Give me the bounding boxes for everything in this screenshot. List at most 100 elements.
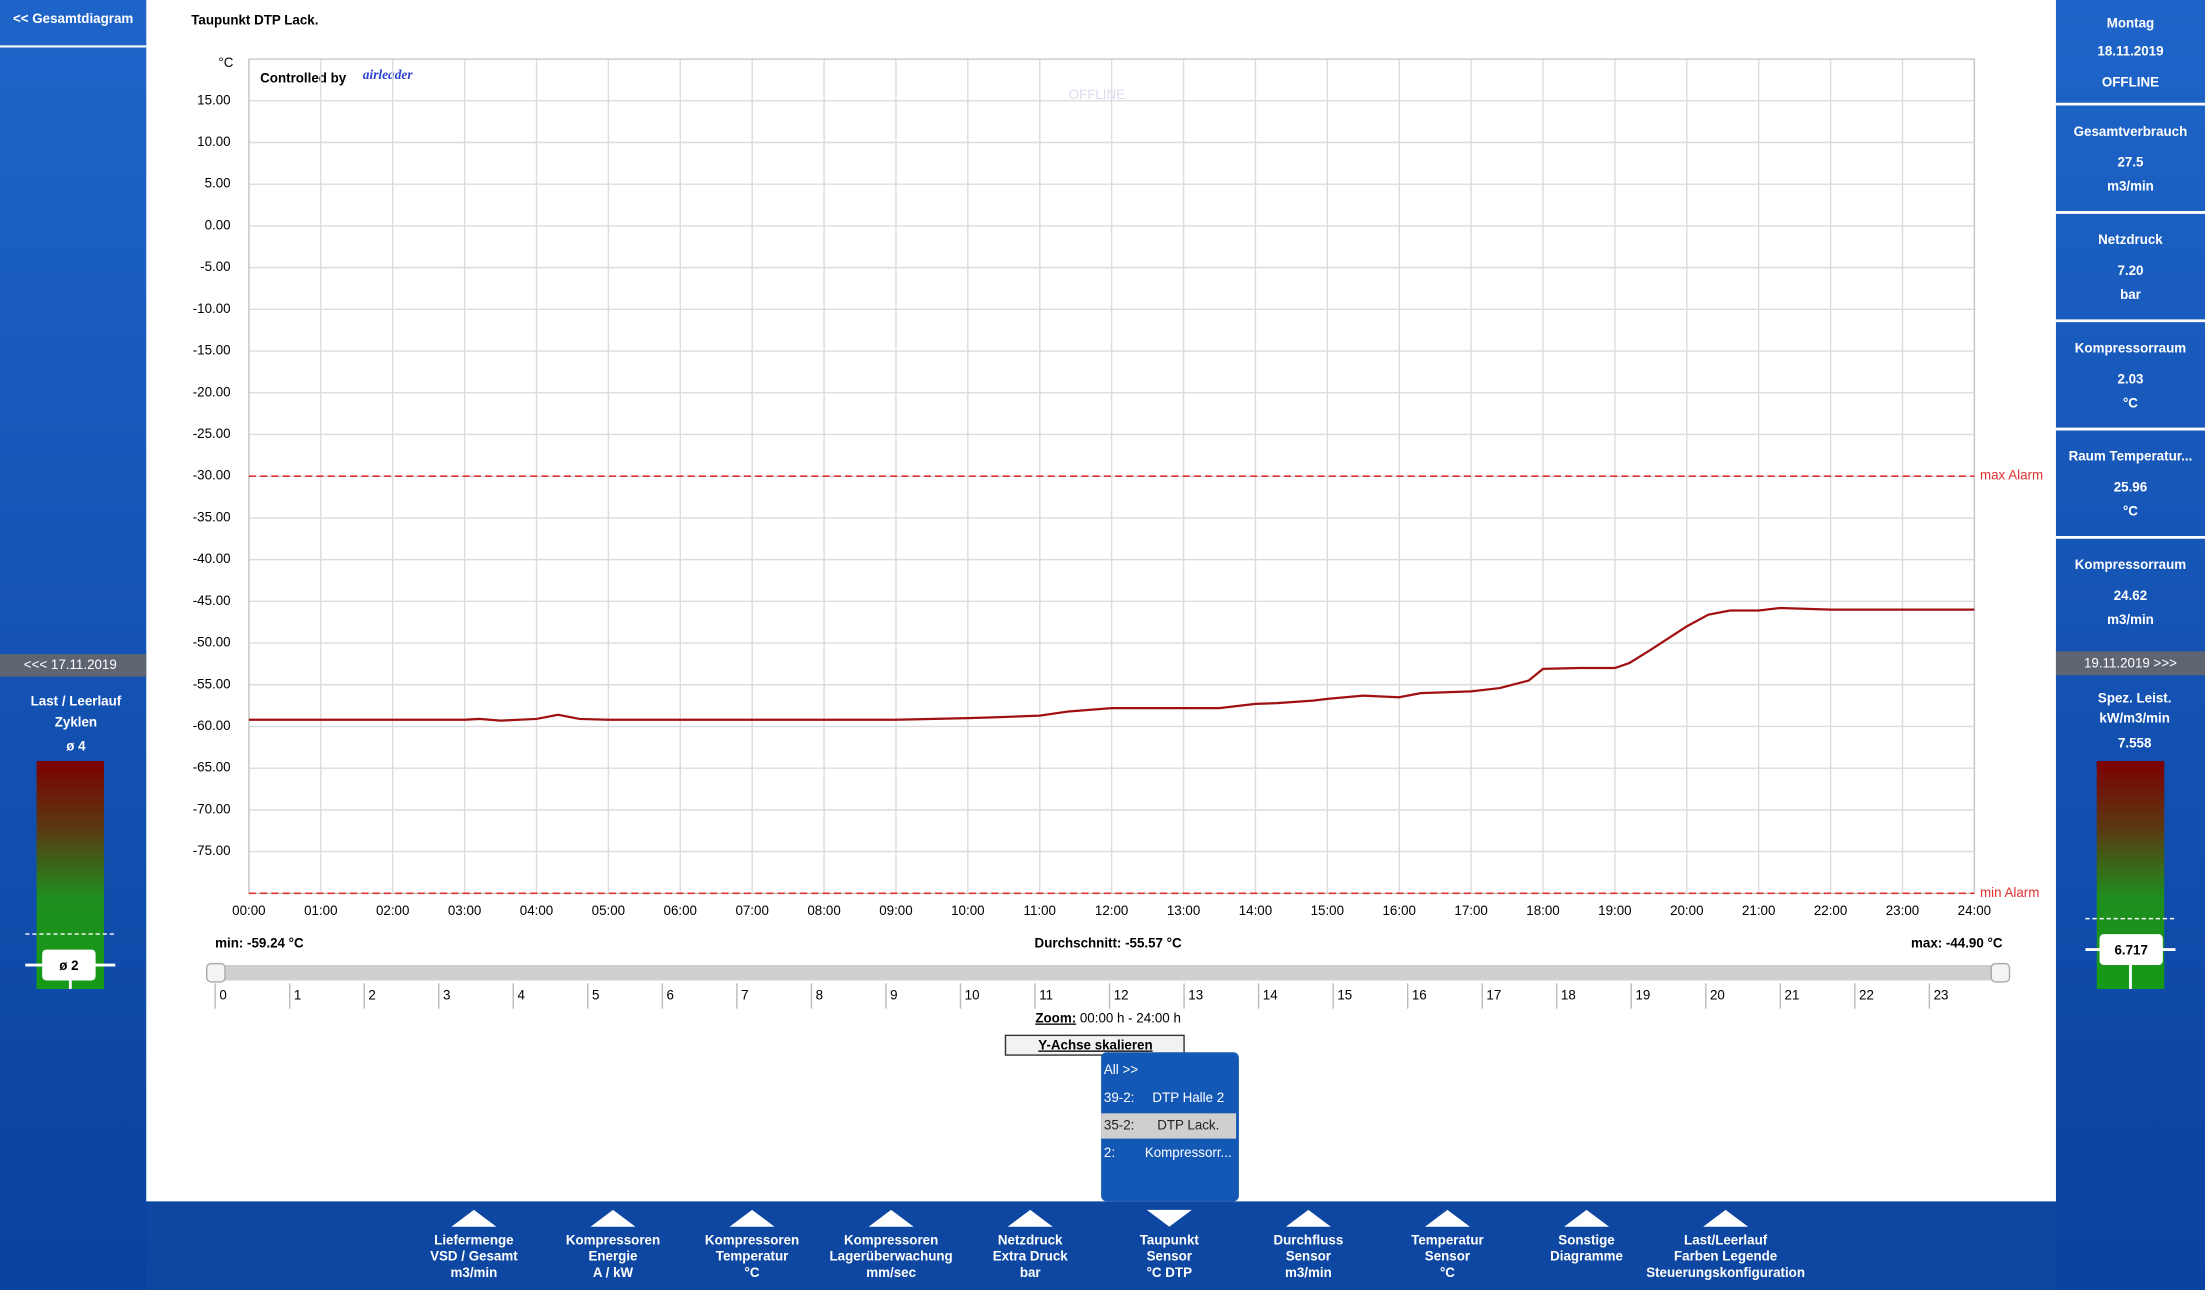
selected-item	[1101, 1113, 1237, 1139]
nav-label[interactable]: Sensor	[1147, 1249, 1192, 1264]
nav-label[interactable]: Diagramme	[1550, 1249, 1623, 1264]
card-label: Gesamtverbrauch	[2074, 124, 2188, 139]
gauge-value: 6.717	[2114, 943, 2147, 958]
spec-unit: kW/m3/min	[2099, 710, 2170, 725]
nav-label[interactable]: Lagerüberwachung	[830, 1249, 953, 1264]
item-id[interactable]: 2:	[1104, 1145, 1115, 1160]
nav-label[interactable]: Kompressoren	[566, 1232, 660, 1247]
x-tick-label: 09:00	[879, 903, 912, 918]
nav-label[interactable]: Netzdruck	[998, 1232, 1063, 1247]
nav-label[interactable]: °C	[745, 1265, 760, 1280]
card-label: Kompressorraum	[2075, 557, 2186, 572]
slider-tick-label: 1	[294, 988, 301, 1003]
x-tick-label: 05:00	[592, 903, 625, 918]
next-day[interactable]: 19.11.2019 >>>	[2084, 656, 2177, 671]
gauge-subtitle: Zyklen	[55, 715, 97, 730]
day-bar	[2055, 651, 2205, 676]
slider-ticks: 0 1 2 3 4 5 6 7 8 9 10 11 12 13 14 15 16 17 18 19 20 21 22 23	[214, 983, 1948, 1009]
button-label[interactable]: Y-Achse skalieren	[1038, 1037, 1152, 1052]
gauge-title: Last / Leerlauf	[31, 694, 122, 709]
y-tick-label: -20.00	[193, 384, 231, 399]
item-id[interactable]: 35-2:	[1104, 1118, 1134, 1133]
x-tick-label: 14:00	[1239, 903, 1272, 918]
nav-label[interactable]: Kompressoren	[844, 1232, 938, 1247]
nav-icon[interactable]	[1564, 1209, 1610, 1227]
slider-tick-label: 17	[1486, 988, 1501, 1003]
nav-label[interactable]: A / kW	[593, 1265, 634, 1280]
nav-label[interactable]: Taupunkt	[1140, 1232, 1200, 1247]
slider-tick-label: 22	[1859, 988, 1874, 1003]
nav-label[interactable]: Extra Druck	[993, 1249, 1069, 1264]
card-value: 2.03	[2117, 371, 2143, 386]
slider-tick-label: 19	[1635, 988, 1650, 1003]
nav-label[interactable]: Sensor	[1286, 1249, 1331, 1264]
stat-avg: Durchschnitt: -55.57 °C	[1035, 935, 1182, 950]
y-tick-label: -75.00	[193, 843, 231, 858]
nav-label[interactable]: Steuerungskonfiguration	[1646, 1265, 1805, 1280]
item-name[interactable]: Kompressorr...	[1145, 1145, 1232, 1160]
slider-tick-label: 9	[890, 988, 897, 1003]
back-link[interactable]: << Gesamtdiagram	[13, 11, 133, 26]
item-name[interactable]: DTP Halle 2	[1152, 1090, 1224, 1105]
nav-label[interactable]: m3/min	[1285, 1265, 1332, 1280]
x-tick-label: 18:00	[1526, 903, 1559, 918]
x-tick-label: 19:00	[1598, 903, 1631, 918]
stat-max: max: -44.90 °C	[1911, 935, 2003, 950]
y-tick-label: -45.00	[193, 593, 231, 608]
day-bar	[0, 654, 147, 677]
slider-tick-label: 15	[1337, 988, 1352, 1003]
nav-label[interactable]: Farben Legende	[1674, 1249, 1777, 1264]
nav-label[interactable]: Durchfluss	[1273, 1232, 1343, 1247]
nav-label[interactable]: m3/min	[451, 1265, 498, 1280]
slider-tick-label: 5	[592, 988, 599, 1003]
nav-label[interactable]: mm/sec	[866, 1265, 916, 1280]
slider-handle[interactable]	[206, 962, 226, 983]
nav-label[interactable]: Temperatur	[716, 1249, 789, 1264]
nav-label[interactable]: Sensor	[1425, 1249, 1470, 1264]
nav-icon[interactable]	[1424, 1209, 1470, 1227]
item-name[interactable]: DTP Lack.	[1157, 1118, 1219, 1133]
x-tick-label: 02:00	[376, 903, 409, 918]
nav-icon[interactable]	[451, 1209, 497, 1227]
stat-min: min: -59.24 °C	[215, 935, 304, 950]
nav-label[interactable]: Last/Leerlauf	[1684, 1232, 1768, 1247]
card-value: 7.20	[2117, 263, 2143, 278]
y-unit: °C	[218, 55, 233, 70]
item-id[interactable]: 39-2:	[1104, 1090, 1134, 1105]
nav-label[interactable]: Liefermenge	[434, 1232, 513, 1247]
card-unit: m3/min	[2107, 612, 2154, 627]
nav-label[interactable]: VSD / Gesamt	[430, 1249, 518, 1264]
zoom-label: Zoom:	[1035, 1010, 1076, 1025]
nav-label[interactable]: °C DTP	[1147, 1265, 1193, 1280]
y-tick-label: -70.00	[193, 801, 231, 816]
x-tick-label: 17:00	[1454, 903, 1487, 918]
nav-label[interactable]: Temperatur	[1411, 1232, 1484, 1247]
nav-icon[interactable]	[1285, 1209, 1331, 1227]
y-tick-label: -65.00	[193, 760, 231, 775]
x-tick-label: 10:00	[951, 903, 984, 918]
item-name[interactable]: All >>	[1104, 1062, 1138, 1077]
card-label: Raum Temperatur...	[2069, 449, 2193, 464]
nav-label[interactable]: Sonstige	[1558, 1232, 1614, 1247]
nav-label[interactable]: °C	[1440, 1265, 1455, 1280]
prev-day[interactable]: <<< 17.11.2019	[24, 657, 117, 672]
card-unit: m3/min	[2107, 179, 2154, 194]
y-tick-label: 0.00	[205, 217, 231, 232]
nav-label[interactable]: Energie	[588, 1249, 637, 1264]
y-tick-label: -25.00	[193, 426, 231, 441]
nav-icon[interactable]	[1146, 1209, 1192, 1227]
slider-tick-label: 12	[1114, 988, 1129, 1003]
nav-icon[interactable]	[1703, 1209, 1749, 1227]
right-sidebar	[2055, 0, 2205, 1290]
nav-icon[interactable]	[590, 1209, 636, 1227]
y-tick-label: -15.00	[193, 343, 231, 358]
nav-icon[interactable]	[729, 1209, 775, 1227]
brand-prefix: Controlled by	[260, 70, 347, 85]
slider-handle[interactable]	[1990, 962, 2011, 983]
slider-track[interactable]	[215, 965, 2002, 981]
button[interactable]	[1004, 1034, 1185, 1056]
nav-label[interactable]: bar	[1020, 1265, 1041, 1280]
nav-icon[interactable]	[1007, 1209, 1053, 1227]
nav-icon[interactable]	[868, 1209, 914, 1227]
nav-label[interactable]: Kompressoren	[705, 1232, 799, 1247]
